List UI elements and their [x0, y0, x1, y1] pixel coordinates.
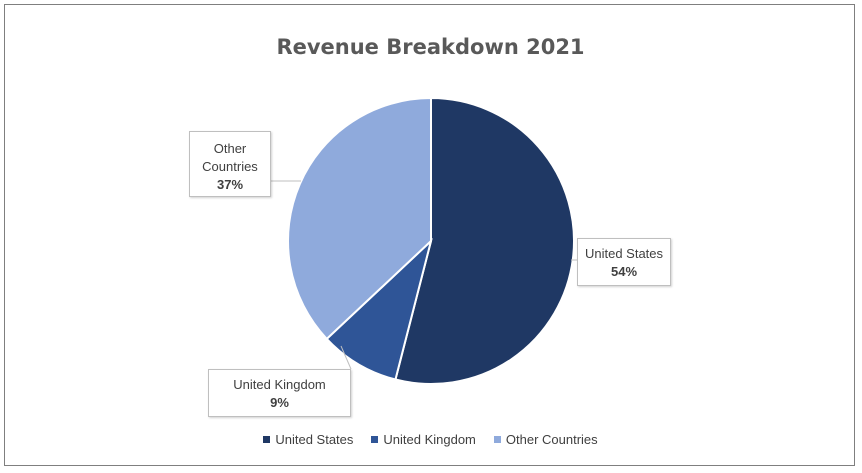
- legend-swatch: [371, 436, 379, 443]
- legend-label: United Kingdom: [383, 432, 476, 447]
- data-label-name: Countries: [202, 159, 258, 174]
- legend-label: Other Countries: [505, 432, 598, 447]
- chart-title: Revenue Breakdown 2021: [276, 35, 585, 59]
- chart-legend: United States United Kingdom Other Countri…: [5, 432, 856, 447]
- data-label-other-countries: Other Countries 37%: [189, 131, 271, 197]
- legend-item: United Kingdom: [371, 432, 476, 447]
- pie-slice-united-kingdom: [325, 237, 433, 381]
- legend-swatch: [493, 436, 501, 443]
- leader-line: [340, 345, 352, 370]
- data-label-percent: 9%: [270, 395, 289, 410]
- pie-slices: [287, 96, 575, 385]
- data-label-united-kingdom: United Kingdom 9%: [208, 369, 351, 417]
- data-label-name: Other: [213, 141, 247, 156]
- legend-label: United States: [275, 432, 354, 447]
- callout-leader-lines: [271, 180, 577, 370]
- pie-plot: [271, 96, 577, 385]
- pie-slice-united-states: [394, 96, 575, 385]
- data-label-name: United Kingdom: [233, 377, 326, 392]
- legend-item: United States: [263, 432, 353, 447]
- legend-swatch: [263, 436, 271, 443]
- data-label-percent: 37%: [216, 177, 244, 192]
- data-label-name: United States: [584, 246, 664, 261]
- data-label-percent: 54%: [610, 264, 638, 279]
- data-label-united-states: United States 54%: [577, 238, 671, 286]
- legend-item: Other Countries: [493, 432, 598, 447]
- pie-slice-other-countries: [287, 96, 432, 341]
- chart-frame: Revenue Breakdown 2021 Other Countries 3…: [4, 4, 855, 466]
